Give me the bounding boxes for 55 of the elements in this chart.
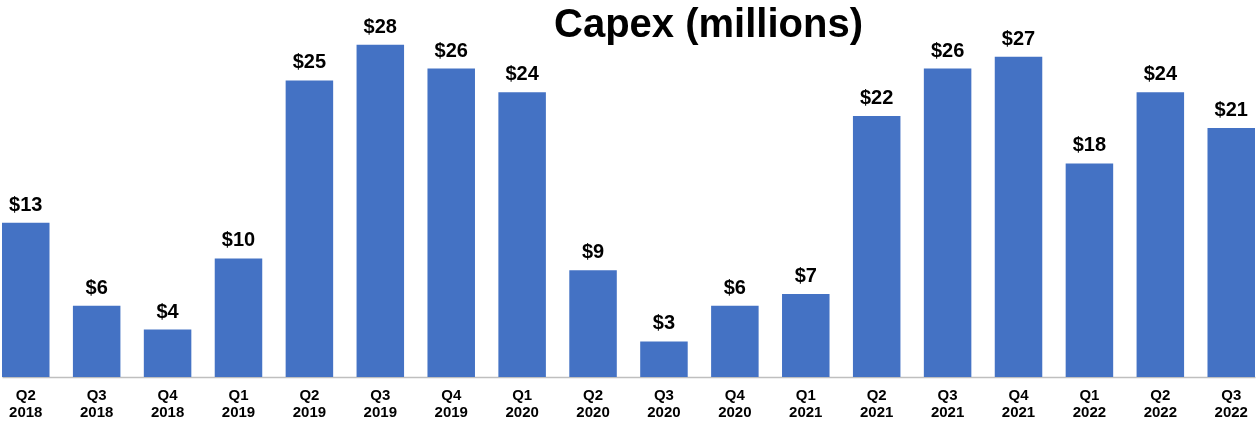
data-label: $28 [363, 14, 397, 37]
bar [72, 305, 121, 377]
x-tick-label: Q4 2018 [150, 385, 185, 420]
x-tick-label: Q2 2022 [1143, 385, 1178, 420]
bar [782, 293, 830, 377]
bar [427, 68, 475, 377]
data-label: $22 [860, 86, 894, 109]
x-tick-label: Q1 2020 [505, 385, 539, 420]
data-label: $18 [1072, 133, 1107, 156]
bar [143, 329, 192, 377]
x-tick-label: Q4 2021 [1001, 385, 1036, 420]
data-label: $10 [221, 228, 256, 251]
bar [852, 116, 901, 377]
bar [711, 305, 759, 377]
x-tick-label: Q4 2020 [718, 385, 752, 420]
bar [2, 222, 50, 377]
data-label: $26 [930, 38, 965, 61]
x-tick-label: Q2 2019 [292, 385, 327, 420]
data-label: $9 [581, 240, 605, 263]
data-label: $3 [652, 311, 676, 334]
data-label: $24 [505, 62, 540, 85]
bar [1136, 92, 1185, 377]
data-label: $27 [1001, 26, 1036, 49]
data-label: $24 [1143, 62, 1178, 85]
x-tick-label: Q3 2021 [930, 385, 965, 420]
bar [1207, 127, 1255, 377]
x-tick-label: Q2 2018 [9, 385, 43, 420]
x-tick-label: Q2 2021 [860, 385, 894, 420]
data-label: $6 [723, 275, 746, 298]
data-label: $26 [434, 38, 468, 61]
data-label: $13 [9, 192, 43, 215]
x-tick-label: Q3 2018 [79, 385, 114, 420]
x-tick-label: Q1 2019 [221, 385, 256, 420]
bar [498, 92, 546, 377]
x-tick-label: Q4 2019 [434, 385, 468, 420]
x-tick-label: Q3 2020 [647, 385, 681, 420]
data-label: $4 [156, 299, 180, 322]
x-tick-label: Q3 2022 [1214, 385, 1248, 420]
bar [285, 80, 334, 377]
data-label: $21 [1214, 97, 1248, 120]
chart-title: Capex (millions) [554, 1, 863, 45]
bar [1065, 163, 1114, 377]
bar [923, 68, 972, 377]
data-label: $6 [85, 275, 108, 298]
x-tick-label: Q2 2020 [576, 385, 610, 420]
data-label: $25 [292, 50, 327, 73]
x-tick-label: Q1 2021 [789, 385, 823, 420]
bar [569, 270, 617, 377]
bar [994, 56, 1043, 377]
bar [640, 341, 688, 377]
data-label: $7 [794, 263, 817, 286]
bar [214, 258, 263, 377]
x-tick-label: Q3 2019 [363, 385, 397, 420]
bar [356, 44, 405, 377]
x-tick-label: Q1 2022 [1072, 385, 1107, 420]
